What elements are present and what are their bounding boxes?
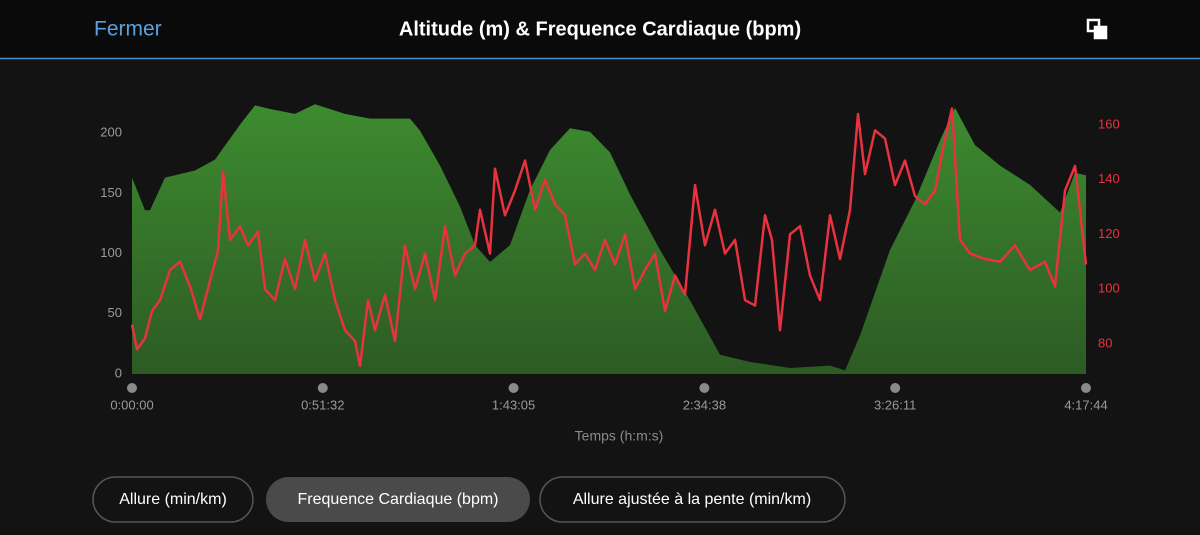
y-tick-label: 150 bbox=[100, 185, 122, 200]
x-tick-dot bbox=[890, 383, 901, 393]
x-tick-label: 0:00:00 bbox=[110, 397, 153, 412]
tab[interactable] bbox=[539, 476, 846, 523]
chart: 0 50 100 150 200 80 100 120 140 160 0:00:00 0:51:32… bbox=[100, 104, 1120, 444]
y-tick-label: 0 bbox=[115, 365, 122, 380]
y2-tick-label: 120 bbox=[1098, 226, 1120, 241]
y2-tick-label: 140 bbox=[1098, 171, 1120, 186]
tab-label[interactable]: Frequence Cardiaque (bpm) bbox=[298, 491, 499, 508]
y2-tick-label: 160 bbox=[1098, 116, 1120, 131]
y-tick-label: 50 bbox=[108, 305, 122, 320]
x-tick-label: 3:26:11 bbox=[874, 397, 916, 412]
x-tick-dot bbox=[1081, 383, 1091, 393]
tab-label[interactable]: Allure (min/km) bbox=[119, 491, 227, 508]
icon-square bbox=[1086, 18, 1101, 33]
y-tick-label: 200 bbox=[100, 125, 122, 140]
fullscreen-icon[interactable] bbox=[1086, 18, 1108, 40]
tab-selected[interactable] bbox=[266, 477, 530, 522]
x-tick-dot bbox=[317, 383, 328, 393]
x-tick-dot bbox=[699, 383, 710, 393]
x-tick-label: 4:17:44 bbox=[1064, 397, 1107, 412]
x-tick-label: 1:43:05 bbox=[492, 397, 535, 412]
tab[interactable] bbox=[92, 476, 254, 523]
y2-tick-label: 100 bbox=[1098, 281, 1120, 296]
x-tick-dot bbox=[127, 383, 137, 393]
x-tick-label: 0:51:32 bbox=[301, 397, 344, 412]
x-axis-label: Temps (h:m:s) bbox=[575, 428, 664, 444]
close-button[interactable]: Fermer bbox=[94, 18, 162, 41]
y2-tick-label: 80 bbox=[1098, 335, 1112, 350]
x-tick-label: 2:34:38 bbox=[683, 397, 726, 412]
icon-square bbox=[1093, 25, 1108, 40]
heart-rate-line bbox=[130, 107, 1088, 368]
tab-bar: Allure (min/km) Frequence Cardiaque (bpm… bbox=[92, 476, 846, 523]
tab-label[interactable]: Allure ajustée à la pente (min/km) bbox=[573, 491, 811, 508]
x-tick-dot bbox=[508, 383, 519, 393]
y-tick-label: 100 bbox=[100, 245, 122, 260]
header-bar bbox=[0, 0, 1200, 58]
header-title: Altitude (m) & Frequence Cardiaque (bpm) bbox=[399, 18, 801, 40]
